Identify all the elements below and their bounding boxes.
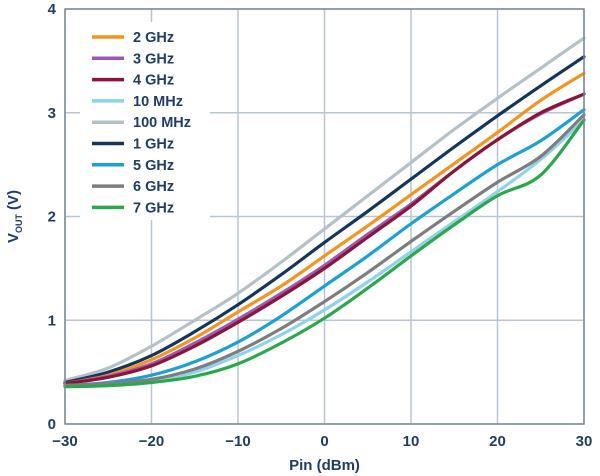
- series-line-1-ghz: [63, 55, 586, 385]
- series-lines: [63, 36, 586, 389]
- series-line-100-mhz: [63, 36, 586, 383]
- legend-label-100-mhz: 100 MHz: [133, 115, 191, 131]
- legend-label-1-ghz: 1 GHz: [133, 137, 174, 153]
- x-tick-label: 0: [320, 433, 328, 450]
- legend-label-5-ghz: 5 GHz: [133, 158, 174, 174]
- legend-label-2-ghz: 2 GHz: [133, 30, 174, 46]
- legend-label-4-ghz: 4 GHz: [133, 73, 174, 89]
- plot-frame: [64, 8, 585, 425]
- series-line-6-ghz: [63, 113, 586, 388]
- x-axis-label: Pin (dBm): [289, 457, 360, 474]
- legend-label-6-ghz: 6 GHz: [133, 179, 174, 195]
- legend-label-3-ghz: 3 GHz: [133, 51, 174, 67]
- y-axis-label: VOUT (V): [5, 190, 24, 243]
- series-line-2-ghz: [63, 71, 586, 386]
- x-tick-label: 20: [489, 433, 506, 450]
- x-tick-label: −10: [225, 433, 250, 450]
- x-tick-label: −30: [52, 433, 77, 450]
- y-tick-label: 2: [48, 209, 56, 226]
- y-axis-label-subscript: OUT: [14, 213, 24, 233]
- y-axis-label-unit: (V): [5, 190, 22, 210]
- legend: 2 GHz 3 GHz 4 GHz 10 MHz 100 MHz 1 GHz 5 GHz 6 …: [80, 22, 210, 220]
- y-tick-label: 0: [48, 416, 56, 433]
- x-tick-label: 10: [403, 433, 420, 450]
- x-tick-label: −20: [139, 433, 164, 450]
- series-line-4-ghz: [63, 92, 586, 386]
- y-tick-label: 3: [48, 105, 56, 122]
- legend-label-10-mhz: 10 MHz: [133, 94, 183, 110]
- tick-labels: −30 −20 −10 0 10 20 30 0 1 2 3 4: [48, 1, 593, 450]
- y-axis-label-main: V: [5, 233, 22, 243]
- series-line-5-ghz: [63, 108, 586, 388]
- x-tick-label: 30: [576, 433, 593, 450]
- series-line-7-ghz: [63, 118, 586, 389]
- y-tick-label: 1: [48, 312, 56, 329]
- legend-label-7-ghz: 7 GHz: [133, 200, 174, 216]
- y-tick-label: 4: [48, 1, 57, 18]
